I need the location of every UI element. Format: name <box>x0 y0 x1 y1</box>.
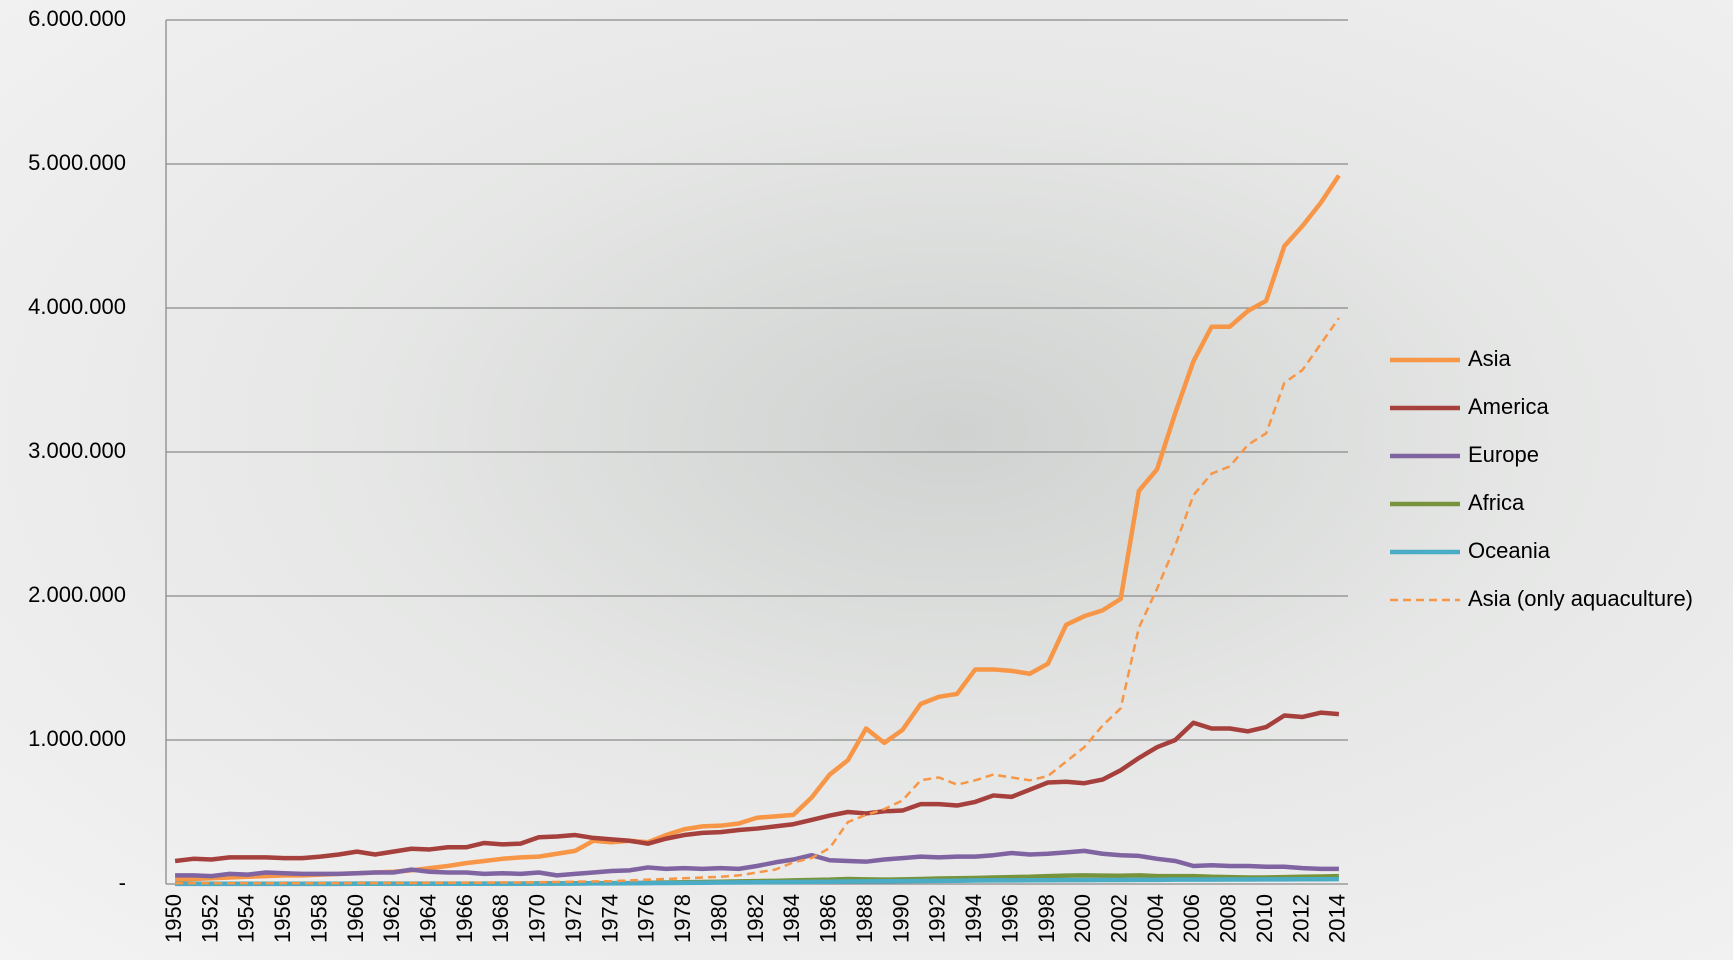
x-tick-label: 1998 <box>1034 894 1059 943</box>
series-line <box>175 317 1340 885</box>
x-tick-label: 1970 <box>525 894 550 943</box>
x-tick-label: 1992 <box>925 894 950 943</box>
x-tick-label: 2002 <box>1107 894 1132 943</box>
x-tick-label: 1950 <box>161 894 186 943</box>
legend-label: Asia <box>1468 346 1512 371</box>
x-tick-label: 1996 <box>997 894 1022 943</box>
series-line <box>175 174 1341 882</box>
x-tick-label: 1976 <box>634 894 659 943</box>
x-tick-label: 2004 <box>1143 894 1168 943</box>
x-tick-label: 1960 <box>343 894 368 943</box>
x-tick-label: 1986 <box>816 894 841 943</box>
x-tick-label: 2006 <box>1179 894 1204 943</box>
legend-label: America <box>1468 394 1549 419</box>
y-tick-label: 3.000.000 <box>28 438 126 463</box>
x-tick-label: 1956 <box>270 894 295 943</box>
x-tick-label: 1958 <box>306 894 331 943</box>
series-line <box>175 876 1339 887</box>
y-tick-label: 5.000.000 <box>28 150 126 175</box>
x-tick-label: 1972 <box>561 894 586 943</box>
x-tick-label: 1980 <box>706 894 731 943</box>
x-tick-label: 2010 <box>1252 894 1277 943</box>
x-tick-label: 1952 <box>197 894 222 943</box>
x-tick-label: 1994 <box>961 894 986 943</box>
x-tick-label: 1964 <box>415 894 440 943</box>
y-tick-label: 1.000.000 <box>28 726 126 751</box>
x-tick-label: 1982 <box>743 894 768 943</box>
x-tick-label: 2012 <box>1288 894 1313 943</box>
y-tick-label: 6.000.000 <box>28 6 126 31</box>
series-line <box>175 848 1339 879</box>
x-tick-label: 1984 <box>779 894 804 943</box>
x-tick-label: 1974 <box>597 894 622 943</box>
x-tick-label: 1988 <box>852 894 877 943</box>
legend-label: Oceania <box>1468 538 1551 563</box>
y-tick-label: 2.000.000 <box>28 582 126 607</box>
x-tick-label: 2014 <box>1325 894 1350 943</box>
x-tick-label: 1978 <box>670 894 695 943</box>
x-tick-label: 1954 <box>234 894 259 943</box>
series-line <box>174 710 1340 864</box>
y-tick-label: - <box>119 870 126 895</box>
legend-label: Africa <box>1468 490 1525 515</box>
y-tick-label: 4.000.000 <box>28 294 126 319</box>
x-tick-label: 1968 <box>488 894 513 943</box>
legend-label: Europe <box>1468 442 1539 467</box>
x-tick-label: 1966 <box>452 894 477 943</box>
x-tick-label: 1990 <box>888 894 913 943</box>
x-tick-label: 2008 <box>1216 894 1241 943</box>
x-tick-label: 1962 <box>379 894 404 943</box>
x-tick-label: 2000 <box>1070 894 1095 943</box>
legend-label: Asia (only aquaculture) <box>1468 586 1693 611</box>
